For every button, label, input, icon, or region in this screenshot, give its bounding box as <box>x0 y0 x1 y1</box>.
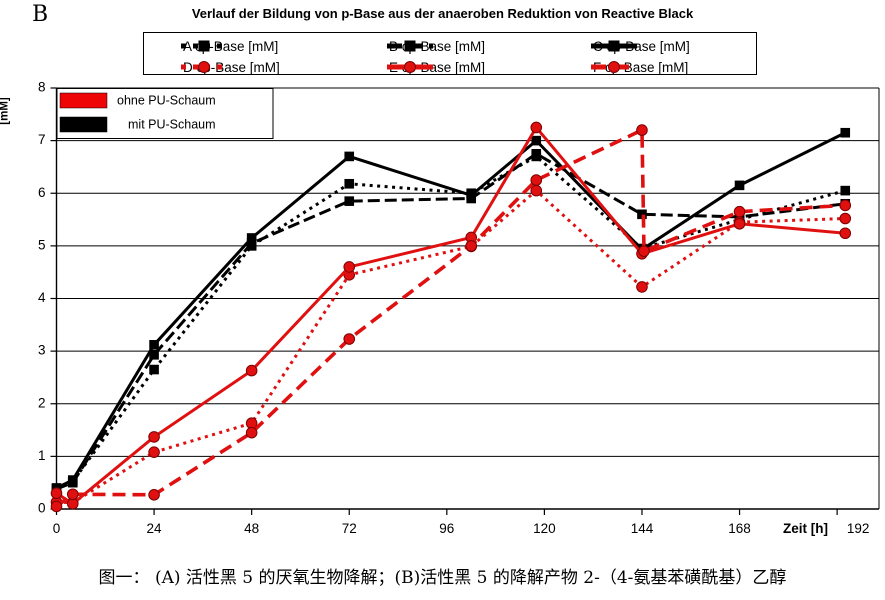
data-point-marker <box>344 178 355 189</box>
legend-entry-E: E cp-Base [mM] <box>386 58 485 76</box>
y-tick-label: 1 <box>38 448 46 463</box>
data-point-marker <box>531 135 542 146</box>
data-point-marker <box>66 488 79 501</box>
legend-entry-A: A cp-Base [mM] <box>180 37 278 55</box>
x-tick-label: 0 <box>53 521 61 536</box>
x-tick-label: 168 <box>728 521 751 536</box>
data-point-marker <box>50 487 63 500</box>
panel-label: B <box>32 2 49 27</box>
data-point-marker <box>636 124 648 136</box>
x-tick-label: 192 <box>847 521 870 536</box>
y-tick-label: 7 <box>38 132 46 147</box>
data-point-marker <box>465 240 478 252</box>
data-point-marker <box>343 261 356 273</box>
series-A <box>51 151 851 494</box>
data-point-marker <box>67 475 78 485</box>
data-point-marker <box>734 180 745 191</box>
data-point-marker <box>638 245 650 257</box>
legend-line-sample <box>591 40 637 52</box>
data-point-marker <box>839 227 852 240</box>
legend-line-sample <box>181 61 227 73</box>
data-point-marker <box>530 121 543 134</box>
x-tick-label: 144 <box>631 521 654 536</box>
data-point-marker <box>148 446 160 458</box>
data-point-marker <box>344 196 355 206</box>
legend-entry-B: B cp-Base [mM] <box>386 37 485 55</box>
y-tick-label: 0 <box>38 501 46 516</box>
figure-caption: 图一： (A) 活性黑 5 的厌氧生物降解；(B)活性黑 5 的降解产物 2-（… <box>98 568 787 588</box>
data-point-marker <box>733 205 746 218</box>
x-axis-label: Zeit [h] <box>783 521 828 536</box>
chart-title: Verlauf der Bildung von p-Base aus der a… <box>191 6 694 21</box>
series-F <box>50 124 852 513</box>
y-tick-label: 8 <box>38 80 46 95</box>
series-C <box>51 127 851 493</box>
data-point-marker <box>530 174 543 186</box>
legend-swatch-label: mit PU-Schaum <box>128 117 216 131</box>
x-tick-label: 24 <box>147 521 163 536</box>
y-tick-label: 6 <box>38 185 46 200</box>
series-B <box>51 148 851 494</box>
x-tick-label: 72 <box>342 521 357 536</box>
legend-entry-C: C cp-Base [mM] <box>590 37 690 55</box>
data-point-marker <box>148 488 160 501</box>
y-tick-label: 2 <box>38 395 46 410</box>
data-point-marker <box>246 238 257 249</box>
data-point-marker <box>840 127 851 138</box>
x-tick-label: 120 <box>533 521 556 536</box>
data-point-marker <box>839 199 852 212</box>
legend-line-sample <box>591 61 637 73</box>
data-point-marker <box>530 184 543 197</box>
y-tick-label: 3 <box>38 343 46 358</box>
series-legend-box: A cp-Base [mM] B cp-Base [mM] C cp-Base [m… <box>143 32 757 75</box>
data-point-marker <box>149 340 159 350</box>
data-point-marker <box>245 364 258 377</box>
data-point-marker <box>637 209 647 220</box>
data-point-marker <box>149 364 159 375</box>
legend-swatch <box>59 116 108 133</box>
legend-swatch-label: ohne PU-Schaum <box>117 93 216 107</box>
legend-line-sample <box>387 61 433 73</box>
data-point-marker <box>245 426 258 439</box>
y-tick-label: 4 <box>38 290 46 305</box>
x-tick-label: 48 <box>244 521 259 536</box>
legend-entry-F: F cp-Base [mM] <box>590 58 688 76</box>
legend-swatch <box>59 92 108 109</box>
legend-line-sample <box>181 40 227 52</box>
data-point-marker <box>246 233 257 243</box>
data-point-marker <box>466 190 477 201</box>
data-point-marker <box>149 350 159 360</box>
series-E <box>50 121 852 510</box>
data-point-marker <box>733 217 746 230</box>
x-tick-labels: 0 24 48 72 96 120 144 168 192 <box>53 509 870 536</box>
x-tick-label: 96 <box>439 521 454 536</box>
data-point-marker <box>148 431 160 443</box>
plot-area: 0 1 2 3 4 5 6 7 8 0 24 48 72 96 120 144 168 192 Zeit [h] oh… <box>38 80 880 536</box>
data-point-marker <box>636 281 648 293</box>
data-point-marker <box>343 333 356 345</box>
data-point-marker <box>344 151 355 162</box>
y-tick-label: 5 <box>38 237 46 252</box>
pu-schaum-legend: ohne PU-Schaum mit PU-Schaum <box>56 88 274 139</box>
data-point-marker <box>840 185 851 196</box>
series-D <box>50 184 852 509</box>
data-point-marker <box>50 500 63 513</box>
data-point-marker <box>531 148 542 159</box>
data-point-marker <box>839 212 852 225</box>
legend-entry-D: D cp-Base [mM] <box>180 58 280 76</box>
legend-line-sample <box>387 40 433 52</box>
